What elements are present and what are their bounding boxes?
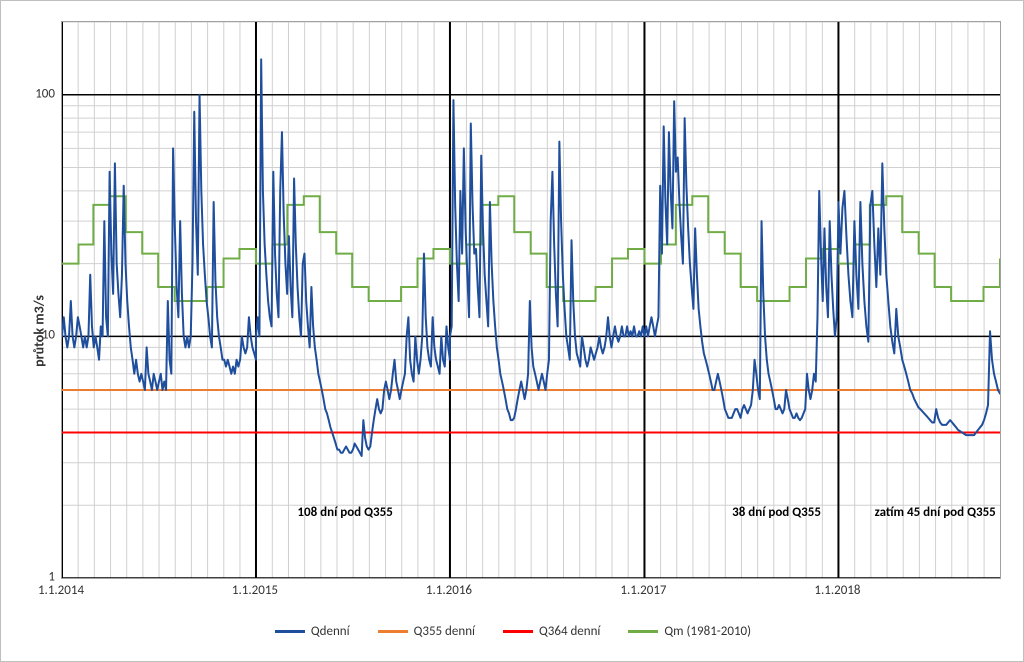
plot-svg: [62, 22, 1000, 578]
legend-swatch: [628, 630, 658, 633]
legend-label: Qdenní: [311, 624, 350, 639]
legend: Qdenní Q355 denní Q364 denní Qm (1981-2010): [1, 611, 1024, 651]
legend-item-qm: Qm (1981-2010): [628, 624, 751, 639]
y-tick: 100: [35, 86, 55, 101]
y-tick: 10: [42, 328, 55, 343]
x-tick: 1.1.2017: [620, 583, 666, 598]
x-tick: 1.1.2015: [232, 583, 278, 598]
legend-item-q355: Q355 denní: [378, 624, 475, 639]
plot-area: 108 dní pod Q355 38 dní pod Q355 zatím 45 …: [61, 21, 1001, 579]
chart-container: průtok m3/s 110100 108 dní pod Q35538 dn…: [0, 0, 1024, 662]
legend-label: Q364 denní: [539, 624, 600, 639]
x-axis: 1.1.20141.1.20151.1.20161.1.20171.1.2018: [61, 581, 1001, 601]
annotation: 108 dní pod Q355: [297, 505, 392, 520]
legend-swatch: [275, 630, 305, 633]
legend-label: Q355 denní: [414, 624, 475, 639]
annotation: zatím 45 dní pod Q355: [875, 505, 996, 520]
legend-swatch: [503, 630, 533, 633]
legend-label: Qm (1981-2010): [664, 624, 751, 639]
y-axis: 110100: [1, 21, 59, 579]
x-tick: 1.1.2018: [814, 583, 860, 598]
legend-swatch: [378, 630, 408, 633]
legend-item-qdaily: Qdenní: [275, 624, 350, 639]
legend-item-q364: Q364 denní: [503, 624, 600, 639]
x-tick: 1.1.2014: [38, 583, 84, 598]
x-tick: 1.1.2016: [426, 583, 472, 598]
annotation: 38 dní pod Q355: [732, 505, 821, 520]
